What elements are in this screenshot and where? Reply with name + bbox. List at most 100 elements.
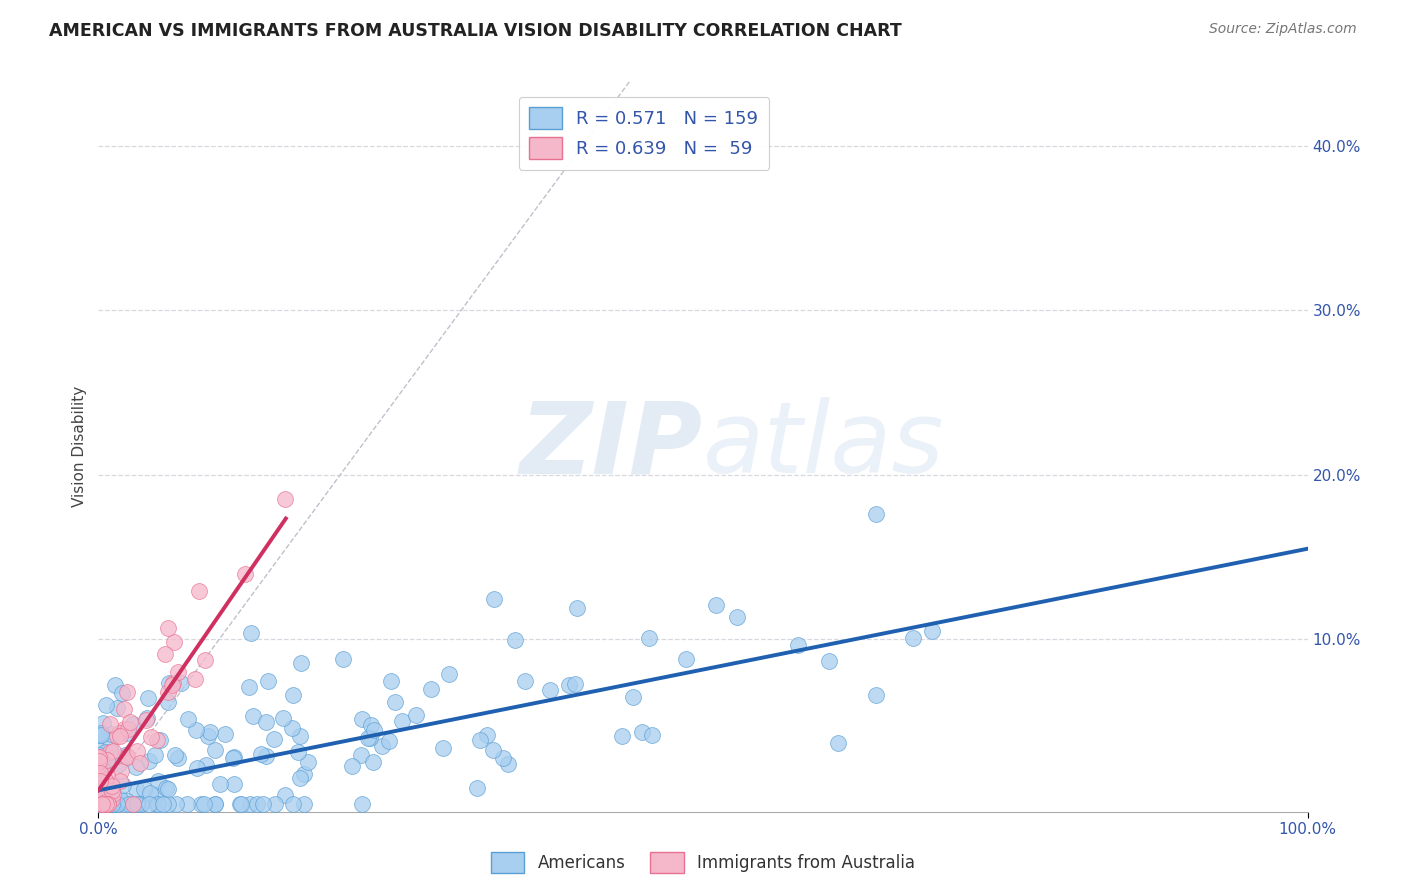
Point [787,638,810,652]
Point [117,722,139,736]
Point [91,716,114,731]
Point [725,610,748,624]
Point [496,757,519,772]
Point [405,707,427,722]
Point [111,778,134,792]
Point [281,722,304,736]
Point [87,788,110,802]
Point [290,657,312,671]
Point [89,797,111,811]
Point [242,709,264,723]
Point [94,797,117,811]
Point [122,717,145,731]
Point [90,797,112,811]
Point [271,711,294,725]
Point [274,492,297,507]
Point [901,632,924,646]
Point [156,684,179,698]
Point [204,743,226,757]
Point [118,714,141,729]
Point [115,749,138,764]
Point [240,626,263,640]
Point [145,797,167,811]
Point [87,754,110,768]
Point [136,690,159,705]
Point [193,797,215,811]
Point [118,797,141,811]
Point [156,695,179,709]
Point [184,672,207,686]
Point [87,728,110,742]
Point [139,786,162,800]
Point [101,797,124,811]
Point [357,731,380,746]
Point [162,678,184,692]
Point [145,733,167,747]
Point [468,732,491,747]
Point [108,729,131,743]
Point [107,725,129,739]
Point [245,797,267,811]
Point [98,745,121,759]
Point [292,797,315,811]
Point [378,734,401,748]
Point [149,733,172,747]
Point [143,747,166,762]
Point [97,797,120,811]
Point [132,782,155,797]
Point [93,772,115,787]
Point [90,788,112,802]
Point [91,797,114,811]
Point [233,566,256,581]
Point [141,730,163,744]
Point [252,797,274,811]
Y-axis label: Vision Disability: Vision Disability [72,385,87,507]
Point [87,747,110,762]
Point [186,723,208,738]
Point [482,592,505,607]
Point [162,676,184,690]
Point [135,714,157,728]
Text: Source: ZipAtlas.com: Source: ZipAtlas.com [1209,22,1357,37]
Point [87,750,110,764]
Point [89,786,111,800]
Point [637,631,659,645]
Point [204,797,226,811]
Point [157,676,180,690]
Point [274,788,297,802]
Point [87,742,110,756]
Point [91,793,114,807]
Point [129,797,152,811]
Point [361,756,384,770]
Point [87,750,110,764]
Point [165,797,187,811]
Point [108,792,131,806]
Point [89,773,111,788]
Point [503,633,526,648]
Point [380,673,402,688]
Point [432,741,454,756]
Point [138,797,160,811]
Point [257,673,280,688]
Point [89,765,111,780]
Point [263,797,285,811]
Point [818,654,841,668]
Point [115,685,138,699]
Point [437,667,460,681]
Point [610,729,633,743]
Point [100,784,122,798]
Point [96,758,118,772]
Point [91,768,114,782]
Point [115,726,138,740]
Point [297,755,319,769]
Point [93,745,115,759]
Point [155,648,177,662]
Point [103,744,125,758]
Point [865,688,887,702]
Point [110,764,132,778]
Point [229,797,252,811]
Point [138,754,160,768]
Point [115,794,138,808]
Point [558,678,581,692]
Point [288,772,311,786]
